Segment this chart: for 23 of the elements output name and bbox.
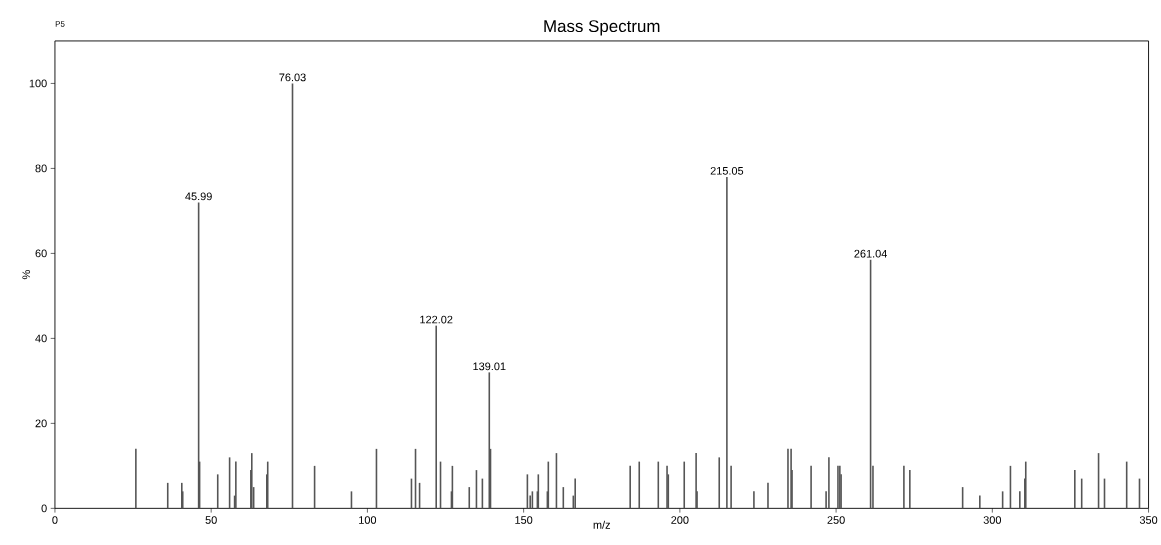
x-tick-label: 50 xyxy=(205,515,217,524)
y-tick-label: 20 xyxy=(35,419,47,428)
x-tick-label: 200 xyxy=(671,515,689,524)
chart-title: Mass Spectrum xyxy=(544,19,660,36)
x-tick-label: 300 xyxy=(983,515,1002,524)
x-tick-label: 350 xyxy=(1139,515,1158,524)
y-axis-title: % xyxy=(22,270,31,279)
x-tick-label: 100 xyxy=(359,515,377,524)
x-axis-title: m/z xyxy=(593,520,611,529)
x-tick-label: 250 xyxy=(827,515,845,524)
annotation: 76.03 xyxy=(279,73,306,82)
y-tick-label: 60 xyxy=(35,249,47,258)
y-tick-label: 40 xyxy=(35,334,47,343)
annotation: 139.01 xyxy=(473,362,506,371)
x-tick-label: 0 xyxy=(52,515,58,524)
x-tick-label: 150 xyxy=(515,515,533,524)
y-tick-label: 0 xyxy=(41,504,47,513)
annotation: 45.99 xyxy=(185,192,212,201)
annotation: 122.02 xyxy=(420,315,453,324)
y-tick-label: 100 xyxy=(29,79,47,88)
annotation: 261.04 xyxy=(854,249,887,258)
annotation: 215.05 xyxy=(710,166,744,175)
y-tick-label: 80 xyxy=(35,164,47,173)
